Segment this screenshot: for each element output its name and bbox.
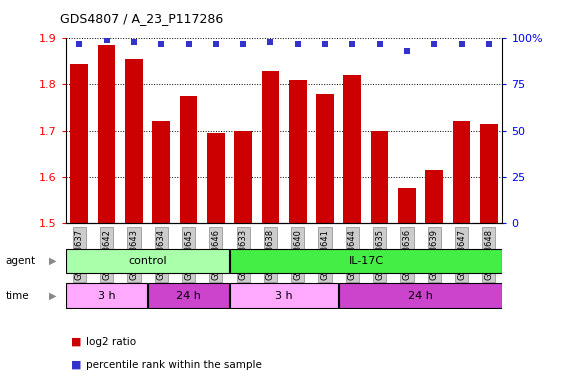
- Text: 3 h: 3 h: [275, 291, 293, 301]
- Text: log2 ratio: log2 ratio: [86, 337, 136, 347]
- Text: agent: agent: [6, 256, 36, 266]
- Bar: [152, 121, 170, 223]
- Bar: [125, 59, 143, 223]
- Bar: [207, 133, 225, 223]
- Text: percentile rank within the sample: percentile rank within the sample: [86, 360, 262, 370]
- Text: ▶: ▶: [49, 256, 56, 266]
- Bar: [316, 94, 334, 223]
- Text: ▶: ▶: [49, 291, 56, 301]
- Point: [293, 41, 302, 47]
- Bar: [230, 283, 338, 308]
- Bar: [230, 249, 502, 273]
- Bar: [70, 64, 88, 223]
- Bar: [398, 188, 416, 223]
- Bar: [234, 131, 252, 223]
- Text: 24 h: 24 h: [176, 291, 201, 301]
- Text: control: control: [128, 256, 167, 266]
- Text: time: time: [6, 291, 29, 301]
- Bar: [343, 75, 361, 223]
- Bar: [480, 124, 498, 223]
- Point: [429, 41, 439, 47]
- Point: [348, 41, 357, 47]
- Point: [375, 41, 384, 47]
- Text: ■: ■: [71, 337, 82, 347]
- Bar: [98, 45, 115, 223]
- Point: [239, 41, 248, 47]
- Point: [184, 41, 193, 47]
- Point: [102, 37, 111, 43]
- Point: [130, 39, 139, 45]
- Point: [484, 41, 493, 47]
- Bar: [148, 283, 229, 308]
- Point: [320, 41, 329, 47]
- Bar: [339, 283, 502, 308]
- Text: IL-17C: IL-17C: [348, 256, 384, 266]
- Bar: [66, 283, 147, 308]
- Bar: [371, 131, 388, 223]
- Point: [156, 41, 166, 47]
- Text: GDS4807 / A_23_P117286: GDS4807 / A_23_P117286: [60, 12, 223, 25]
- Bar: [289, 80, 307, 223]
- Bar: [425, 170, 443, 223]
- Bar: [262, 71, 279, 223]
- Text: ■: ■: [71, 360, 82, 370]
- Bar: [453, 121, 471, 223]
- Bar: [66, 249, 229, 273]
- Bar: [180, 96, 198, 223]
- Point: [457, 41, 466, 47]
- Text: 3 h: 3 h: [98, 291, 115, 301]
- Point: [75, 41, 84, 47]
- Point: [403, 48, 412, 55]
- Point: [266, 39, 275, 45]
- Text: 24 h: 24 h: [408, 291, 433, 301]
- Point: [211, 41, 220, 47]
